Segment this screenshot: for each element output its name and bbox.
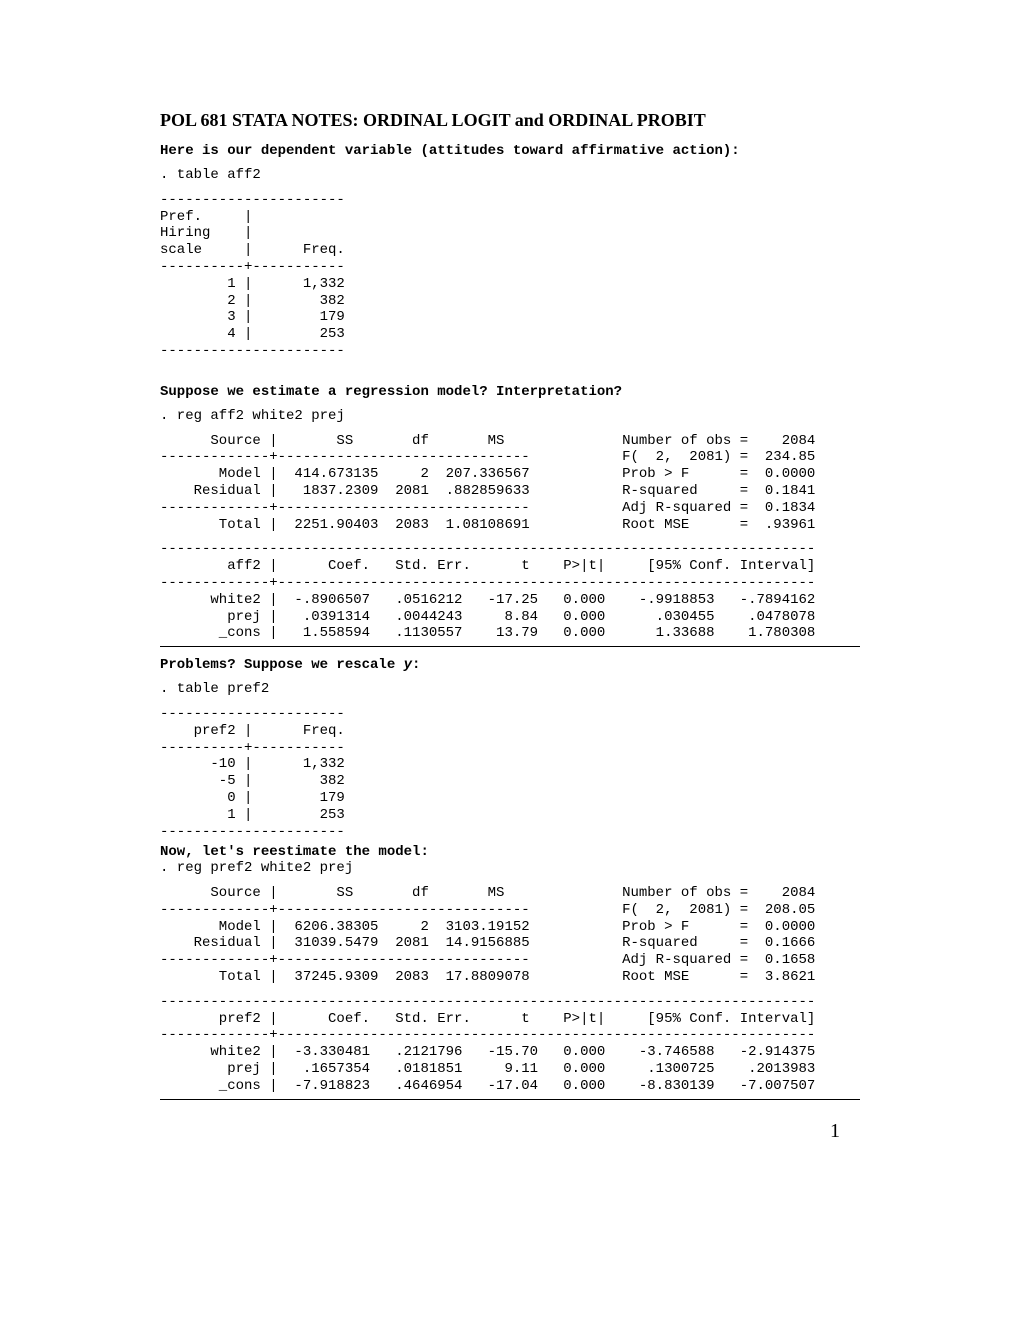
regression-1-anova: Source | SS df MS Number of obs = 2084 -… bbox=[160, 433, 860, 534]
h3-text-a: Problems? Suppose we rescale bbox=[160, 657, 404, 673]
section-heading-2: Suppose we estimate a regression model? … bbox=[160, 384, 860, 400]
stata-command-3: . table pref2 bbox=[160, 681, 860, 698]
section-heading-3: Problems? Suppose we rescale y: bbox=[160, 657, 860, 673]
regression-2-coef: ----------------------------------------… bbox=[160, 994, 860, 1095]
regression-2-anova: Source | SS df MS Number of obs = 2084 -… bbox=[160, 885, 860, 986]
page-number: 1 bbox=[160, 1120, 860, 1143]
stata-command-4: . reg pref2 white2 prej bbox=[160, 860, 860, 877]
freq-table-aff2: ---------------------- Pref. | Hiring | … bbox=[160, 192, 860, 360]
page-title: POL 681 STATA NOTES: ORDINAL LOGIT and O… bbox=[160, 110, 860, 131]
table-bottom-rule-1 bbox=[160, 646, 860, 647]
h3-text-c: : bbox=[412, 657, 420, 673]
section-heading-1: Here is our dependent variable (attitude… bbox=[160, 143, 860, 159]
regression-1-coef: ----------------------------------------… bbox=[160, 541, 860, 642]
h3-text-y: y bbox=[404, 657, 412, 673]
stata-command-2: . reg aff2 white2 prej bbox=[160, 408, 860, 425]
table-bottom-rule-2 bbox=[160, 1099, 860, 1100]
section-heading-4: Now, let's reestimate the model: bbox=[160, 844, 860, 860]
document-page: POL 681 STATA NOTES: ORDINAL LOGIT and O… bbox=[0, 0, 1020, 1183]
freq-table-pref2: ---------------------- pref2 | Freq. ---… bbox=[160, 706, 860, 840]
stata-command-1: . table aff2 bbox=[160, 167, 860, 184]
